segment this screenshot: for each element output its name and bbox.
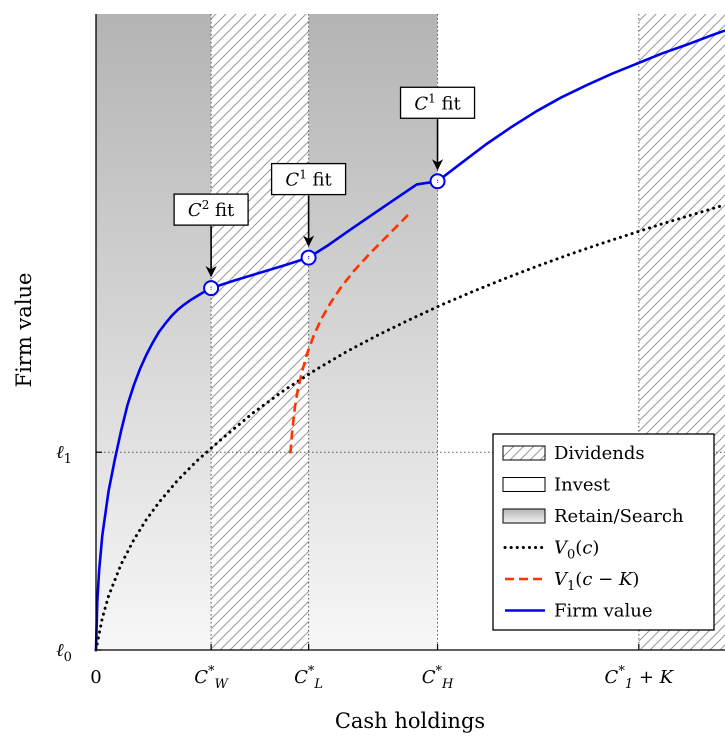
tick-labels: 0 C*W C*L C*H C*1 + K ℓ0 ℓ1: [56, 442, 675, 692]
fit-label-box: [270, 162, 347, 196]
fit-label: C1 fit: [285, 168, 332, 191]
x-axis-label: Cash holdings: [335, 709, 485, 733]
fit-marker-1: C1 fit: [270, 162, 347, 266]
legend: Dividends Invest Retain/Search V0(c) V1(c − …: [492, 433, 715, 631]
legend-swatch: [502, 477, 546, 492]
x-tick-label-1: C*W: [194, 664, 229, 692]
legend-entry-firm: Firm value: [505, 601, 653, 622]
legend-swatch: [502, 508, 546, 524]
x-tick-label-2: C*L: [294, 664, 323, 692]
y-tick-label-1: ℓ1: [56, 442, 72, 467]
fit-circle: [300, 249, 317, 266]
region-dividends: [211, 14, 309, 650]
fit-circle: [203, 280, 220, 297]
fit-marker-2: C1 fit: [399, 86, 476, 190]
x-tick-label-0: 0: [90, 667, 101, 688]
legend-label: Retain/Search: [554, 506, 684, 527]
legend-entry-V0: V0(c): [503, 538, 599, 563]
series-line-0: [94, 29, 725, 651]
region-retain: [96, 14, 212, 650]
legend-label: Invest: [554, 475, 611, 496]
series-layer: [94, 29, 725, 652]
series-line-1: [94, 203, 725, 652]
legend-entry-V1: V1(c − K): [505, 569, 639, 594]
fit-circle: [429, 173, 446, 190]
legend-entry-dividends: Dividends: [502, 443, 645, 464]
y-tick-label-0: ℓ0: [56, 640, 72, 665]
legend-swatch: [502, 445, 546, 461]
y-axis-label: Firm value: [12, 273, 36, 388]
legend-entry-retain: Retain/Search: [502, 506, 684, 527]
legend-box: [492, 433, 715, 631]
legend-entry-invest: Invest: [502, 475, 611, 496]
legend-label: Dividends: [554, 443, 645, 464]
axes: [95, 14, 725, 651]
legend-label: V1(c − K): [554, 569, 639, 594]
x-tick-label-4: C*1 + K: [605, 664, 675, 692]
fit-markers: C2 fit C1 fit C1 fit: [173, 86, 476, 297]
fit-label-box: [399, 86, 476, 119]
legend-label: V0(c): [554, 538, 599, 563]
x-tick-label-3: C*H: [422, 664, 454, 692]
fit-label: C1 fit: [414, 91, 461, 114]
fit-label: C2 fit: [188, 198, 235, 221]
region-retain: [308, 14, 438, 650]
fit-label-box: [173, 193, 249, 226]
legend-label: Firm value: [554, 601, 653, 622]
fit-marker-0: C2 fit: [173, 193, 249, 297]
series-line-2: [289, 211, 412, 454]
